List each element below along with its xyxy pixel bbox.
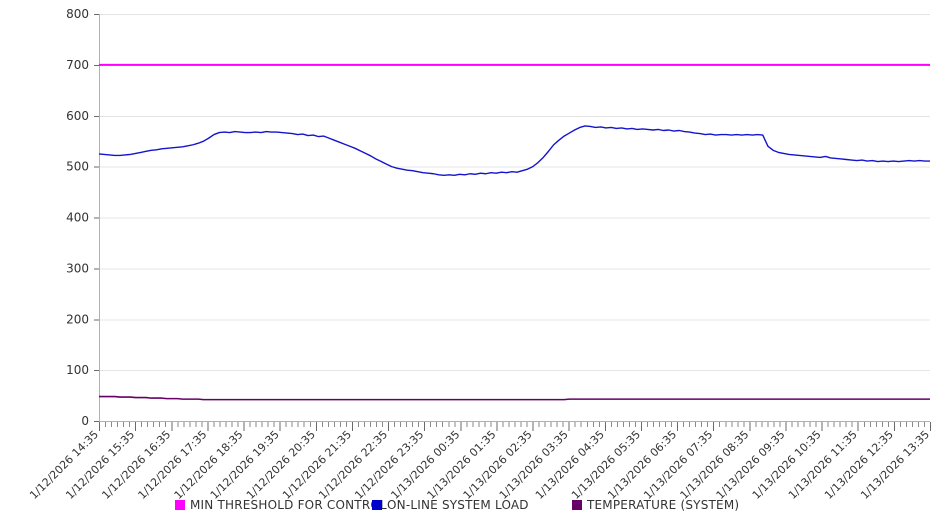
y-tick-label: 800 <box>66 7 89 21</box>
y-axis <box>94 14 100 422</box>
legend-label: ON-LINE SYSTEM LOAD <box>387 498 529 512</box>
series-layer <box>98 63 930 401</box>
legend-label: MIN THRESHOLD FOR CONTROL <box>190 498 387 512</box>
chart-legend: MIN THRESHOLD FOR CONTROL ON-LINE SYSTEM … <box>175 498 739 512</box>
series-line <box>98 125 930 176</box>
y-tick-label: 500 <box>66 160 89 174</box>
y-tick-label: 300 <box>66 261 89 275</box>
y-tick-label: 200 <box>66 312 89 326</box>
y-tick-labels: 800 700 600 500 400 300 200 100 0 <box>66 7 89 428</box>
y-tick-label: 400 <box>66 211 89 225</box>
y-tick-label: 600 <box>66 109 89 123</box>
gridlines <box>99 14 930 422</box>
legend-swatch <box>572 500 582 510</box>
legend-swatch <box>372 500 382 510</box>
y-tick-label: 700 <box>66 58 89 72</box>
y-tick-label: 100 <box>66 363 89 377</box>
x-axis <box>99 421 931 431</box>
x-tick-label: 1/13/2026 13:35 <box>858 428 932 502</box>
legend-label: TEMPERATURE (SYSTEM) <box>586 498 739 512</box>
y-tick-label: 0 <box>81 414 89 428</box>
series-line <box>99 395 930 401</box>
legend-swatch <box>175 500 185 510</box>
x-tick-labels: 1/12/2026 14:351/12/2026 15:351/12/2026 … <box>27 428 932 502</box>
